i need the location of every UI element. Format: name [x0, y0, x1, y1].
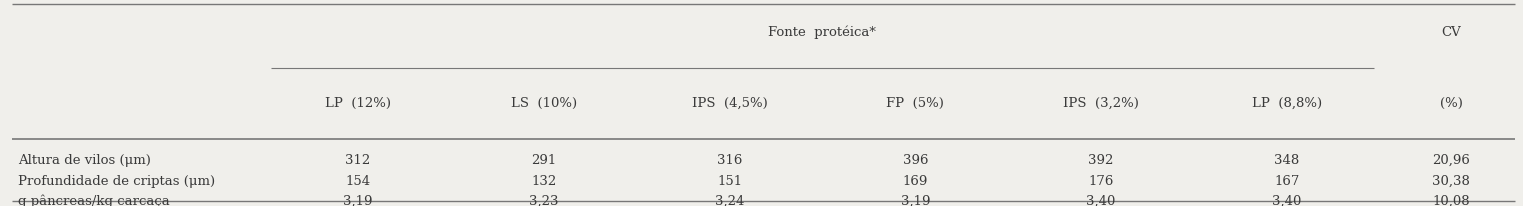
- Text: 132: 132: [532, 174, 556, 187]
- Text: 176: 176: [1089, 174, 1113, 187]
- Text: g pâncreas/kg carcaça: g pâncreas/kg carcaça: [18, 193, 171, 206]
- Text: 3,19: 3,19: [343, 193, 373, 206]
- Text: LP  (8,8%): LP (8,8%): [1252, 97, 1322, 109]
- Text: 348: 348: [1275, 153, 1299, 166]
- Text: 154: 154: [346, 174, 370, 187]
- Text: LS  (10%): LS (10%): [510, 97, 577, 109]
- Text: 396: 396: [903, 153, 928, 166]
- Text: CV: CV: [1442, 26, 1461, 38]
- Text: 169: 169: [903, 174, 928, 187]
- Text: Profundidade de criptas (μm): Profundidade de criptas (μm): [18, 174, 215, 187]
- Text: 3,40: 3,40: [1086, 193, 1116, 206]
- Text: FP  (5%): FP (5%): [886, 97, 944, 109]
- Text: 291: 291: [532, 153, 556, 166]
- Text: 20,96: 20,96: [1433, 153, 1470, 166]
- Text: 167: 167: [1275, 174, 1299, 187]
- Text: 30,38: 30,38: [1433, 174, 1470, 187]
- Text: IPS  (3,2%): IPS (3,2%): [1063, 97, 1139, 109]
- Text: 3,19: 3,19: [900, 193, 931, 206]
- Text: IPS  (4,5%): IPS (4,5%): [691, 97, 768, 109]
- Text: Altura de vilos (μm): Altura de vilos (μm): [18, 153, 151, 166]
- Text: LP  (12%): LP (12%): [324, 97, 391, 109]
- Text: 316: 316: [717, 153, 742, 166]
- Text: 3,40: 3,40: [1272, 193, 1302, 206]
- Text: 10,08: 10,08: [1433, 193, 1470, 206]
- Text: 312: 312: [346, 153, 370, 166]
- Text: 151: 151: [717, 174, 742, 187]
- Text: Fonte  protéica*: Fonte protéica*: [769, 25, 876, 39]
- Text: (%): (%): [1439, 97, 1464, 109]
- Text: 3,23: 3,23: [528, 193, 559, 206]
- Text: 392: 392: [1089, 153, 1113, 166]
- Text: 3,24: 3,24: [714, 193, 745, 206]
